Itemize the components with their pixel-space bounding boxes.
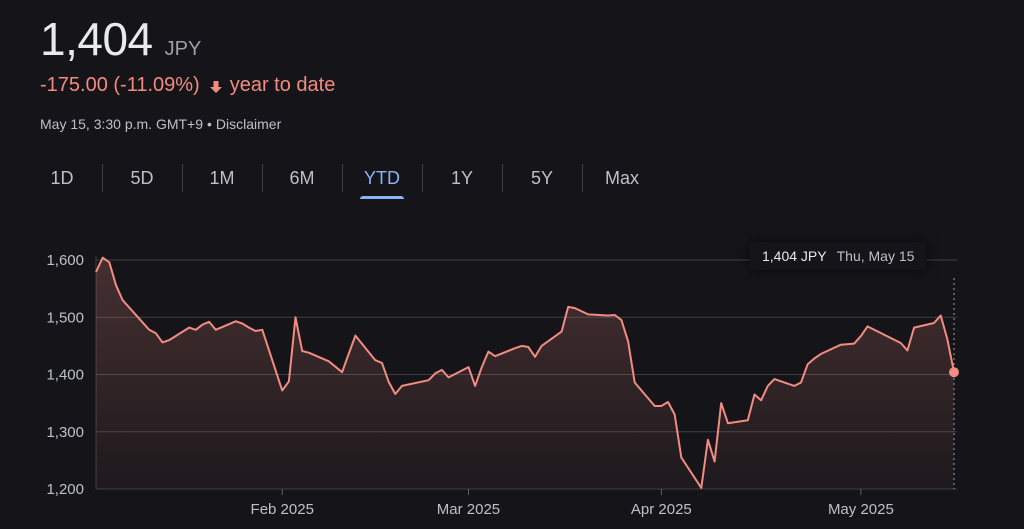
price-header: 1,404 JPY [40, 12, 201, 66]
y-tick-label: 1,600 [46, 252, 84, 269]
range-tabs: 1D 5D 1M 6M YTD 1Y 5Y Max [22, 158, 662, 199]
y-tick-label: 1,300 [46, 424, 84, 441]
change-period: year to date [229, 74, 336, 96]
x-tick-label: Feb 2025 [251, 501, 314, 518]
tooltip-value: 1,404 JPY [762, 248, 827, 264]
change-value: -175.00 (-11.09%) [40, 74, 200, 96]
meta-separator: • [207, 116, 212, 132]
x-tick-label: May 2025 [828, 501, 894, 518]
currency-label: JPY [164, 38, 202, 60]
tab-5d[interactable]: 5D [102, 158, 182, 198]
tab-1d[interactable]: 1D [50, 168, 74, 188]
tab-5y[interactable]: 5Y [502, 158, 582, 198]
tab-1m[interactable]: 1M [182, 158, 262, 198]
tooltip-date: Thu, May 15 [836, 248, 915, 264]
disclaimer-link[interactable]: Disclaimer [215, 116, 282, 132]
arrow-down-icon [208, 78, 224, 94]
current-price: 1,404 [40, 13, 153, 65]
tab-6m[interactable]: 6M [262, 158, 342, 198]
hover-tooltip: 1,404 JPY Thu, May 15 [750, 242, 927, 270]
price-change: -175.00 (-11.09%) year to date [40, 74, 335, 97]
quote-timestamp: May 15, 3:30 p.m. GMT+9 [40, 116, 204, 132]
y-tick-label: 1,500 [46, 309, 84, 326]
series-line [95, 256, 955, 489]
quote-meta: May 15, 3:30 p.m. GMT+9 • Disclaimer [40, 116, 281, 132]
x-tick-label: Mar 2025 [437, 501, 500, 518]
series-area [96, 257, 954, 489]
tab-1y[interactable]: 1Y [422, 158, 502, 198]
x-tick-label: Apr 2025 [631, 501, 692, 518]
y-tick-label: 1,400 [46, 367, 84, 384]
hover-point [949, 367, 959, 378]
tab-max[interactable]: Max [582, 158, 662, 198]
y-tick-label: 1,200 [46, 481, 84, 498]
tab-ytd[interactable]: YTD [342, 158, 422, 199]
